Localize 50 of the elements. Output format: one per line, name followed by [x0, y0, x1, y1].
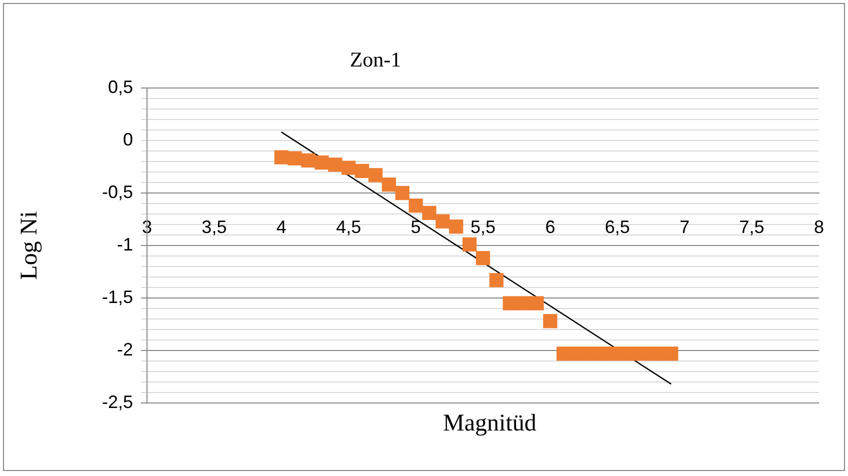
point	[382, 178, 396, 192]
point	[543, 314, 558, 328]
x-tick-label: 4,5	[336, 216, 362, 237]
y-tick-label: -2	[116, 339, 133, 360]
point	[610, 346, 624, 361]
x-tick-label: 7,5	[739, 216, 764, 237]
point	[650, 346, 665, 361]
point	[637, 346, 652, 361]
point	[408, 198, 423, 213]
y-tick-label: -1,5	[102, 286, 133, 307]
point	[274, 150, 288, 164]
point	[556, 346, 571, 361]
point	[436, 214, 450, 228]
x-axis-title: Magnitüd	[443, 410, 536, 436]
point	[489, 273, 504, 288]
point	[368, 168, 383, 182]
y-tick-label: 0,5	[108, 76, 133, 97]
point	[449, 220, 464, 234]
x-tick-label: 5,5	[470, 216, 496, 237]
point	[328, 158, 342, 172]
point	[354, 164, 370, 178]
x-tick-label: 7	[680, 216, 690, 237]
point	[288, 151, 302, 166]
point	[314, 155, 329, 170]
y-tick-label: -1	[116, 234, 133, 254]
x-tick-label: 8	[814, 216, 824, 237]
x-tick-label: 6	[545, 216, 556, 237]
point	[664, 346, 678, 361]
point	[502, 296, 517, 310]
y-tick-label: -0,5	[102, 182, 133, 202]
point	[301, 153, 316, 168]
point	[476, 251, 490, 266]
point	[530, 296, 544, 310]
x-tick-label: 5	[410, 216, 421, 237]
y-axis-title: Log Ni	[16, 210, 43, 280]
x-tick-label: 6,5	[604, 216, 630, 237]
point	[583, 346, 598, 361]
y-tick-label: -2,5	[102, 392, 133, 412]
point	[462, 237, 477, 252]
point	[596, 346, 612, 361]
point	[422, 206, 436, 220]
chart-title: Zon-1	[350, 48, 402, 72]
point	[342, 160, 356, 175]
point	[570, 346, 584, 361]
x-tick-label: 4	[276, 216, 286, 237]
y-tick-label: 0	[122, 129, 133, 150]
point	[395, 186, 410, 200]
x-tick-label: 3,5	[202, 216, 227, 237]
point	[516, 296, 530, 310]
point	[624, 346, 638, 361]
